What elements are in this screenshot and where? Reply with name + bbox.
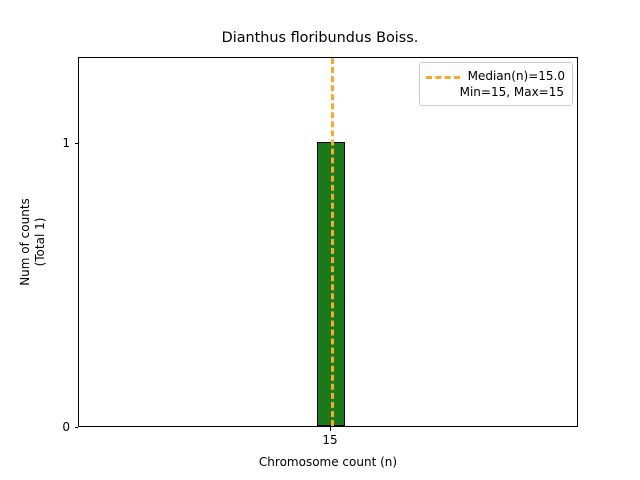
ytick-label-0: 0 bbox=[62, 420, 70, 434]
ytick-label-1: 1 bbox=[62, 136, 70, 150]
xtick-label-15: 15 bbox=[322, 433, 338, 447]
chart-legend: Median(n)=15.0 Min=15, Max=15 bbox=[418, 62, 573, 107]
dashed-line-icon bbox=[425, 70, 460, 82]
median-line bbox=[331, 58, 334, 426]
legend-label-minmax: Min=15, Max=15 bbox=[459, 85, 564, 100]
xtick-mark-15 bbox=[329, 427, 331, 431]
chart-title: Dianthus floribundus Boiss. bbox=[221, 30, 419, 46]
plot-area: Median(n)=15.0 Min=15, Max=15 bbox=[78, 57, 578, 427]
y-axis-label: Num of counts (Total 1) bbox=[18, 57, 48, 427]
x-axis-label: Chromosome count (n) bbox=[258, 455, 398, 469]
legend-label-median: Median(n)=15.0 bbox=[467, 69, 565, 83]
y-axis-label-line1: Num of counts bbox=[18, 198, 32, 286]
legend-item-median: Median(n)=15.0 bbox=[425, 68, 565, 84]
y-axis-label-line2: (Total 1) bbox=[33, 217, 47, 267]
ytick-mark-0 bbox=[74, 426, 78, 428]
ytick-mark-1 bbox=[74, 142, 78, 144]
